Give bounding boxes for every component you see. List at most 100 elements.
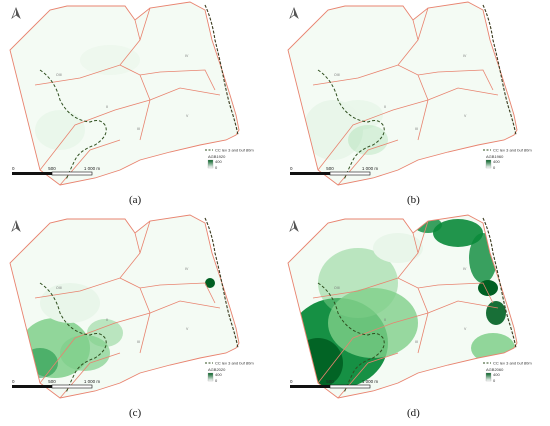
zone-label: III — [415, 127, 418, 131]
legend-max-label: 400 — [215, 159, 222, 164]
zone-label: IV — [463, 54, 467, 58]
legend-layer-label: AGB2060 — [486, 367, 504, 372]
zone-label: OIII — [56, 73, 62, 77]
biomass-patch — [433, 219, 483, 247]
north-arrow-icon — [11, 220, 21, 233]
legend-color-ramp — [485, 372, 492, 382]
zone-label: II — [384, 105, 386, 109]
biomass-patch — [87, 319, 123, 347]
biomass-patch — [40, 283, 100, 323]
zone-boundary — [134, 19, 141, 41]
zone-boundary — [412, 19, 419, 41]
zone-label: II — [384, 318, 386, 322]
biomass-patch — [293, 338, 343, 388]
zone-boundary — [39, 312, 151, 384]
legend-min-label: 0 — [215, 165, 218, 170]
legend-layer-label: AGB1920 — [208, 154, 226, 159]
legend-line-label: CC lev 3 and buf 80m — [215, 361, 254, 366]
cc-buffer-line — [317, 282, 385, 394]
zone-label: III — [137, 127, 140, 131]
biomass-layer — [20, 278, 215, 378]
caption-c: (c) — [129, 407, 142, 419]
zone-boundary — [149, 300, 221, 314]
biomass-patch — [469, 233, 497, 283]
coast-line — [482, 217, 517, 349]
zone-boundary — [134, 232, 141, 254]
scale-bar: 0 500 1 000 m — [12, 379, 101, 389]
zone-label: V — [464, 114, 467, 118]
legend-color-ramp — [207, 159, 214, 169]
outer-boundary — [287, 1, 518, 186]
scale-label: 1 000 m — [362, 379, 379, 384]
scale-label: 500 — [48, 379, 56, 384]
north-arrow-icon — [11, 7, 21, 20]
zone-label: III — [415, 340, 418, 344]
legend-line-label: CC lev 3 and buf 80m — [493, 148, 532, 153]
scale-label: 0 — [12, 379, 15, 384]
north-arrow-icon — [289, 220, 299, 233]
biomass-patch — [318, 248, 398, 318]
scale-label: 1 000 m — [362, 166, 379, 171]
biomass-patch — [22, 348, 58, 378]
zone-boundary — [317, 99, 429, 171]
biomass-patch — [35, 110, 85, 150]
north-arrow-icon — [289, 7, 299, 20]
coast-line — [482, 4, 517, 136]
cc-buffer-line — [39, 69, 107, 181]
zone-label: OIII — [56, 286, 62, 290]
outer-boundary — [287, 214, 518, 399]
scale-label: 1 000 m — [84, 379, 101, 384]
legend-color-ramp — [485, 159, 492, 169]
scale-bar: 0 500 1 000 m — [290, 379, 379, 389]
zone-label: V — [186, 327, 189, 331]
biomass-layer — [288, 217, 515, 388]
scale-label: 500 — [326, 166, 334, 171]
map-panel-a: OIII II III IV V 0 500 1 000 m CC lev 3 and buf … — [0, 0, 272, 190]
zone-label: III — [137, 340, 140, 344]
scale-label: 0 — [12, 166, 15, 171]
legend-line-label: CC lev 3 and buf 80m — [493, 361, 532, 366]
biomass-patch — [478, 280, 498, 296]
biomass-layer — [303, 100, 388, 160]
caption-b: (b) — [407, 194, 420, 206]
map-panel-d: OIII II III IV V 0 500 1 000 m CC lev 3 and buf … — [278, 213, 550, 403]
scale-bar: 0 500 1 000 m — [12, 166, 101, 176]
legend-color-ramp — [207, 372, 214, 382]
legend-max-label: 400 — [493, 372, 500, 377]
scale-label: 0 — [290, 166, 293, 171]
zone-label: II — [106, 318, 108, 322]
zone-label: IV — [185, 54, 189, 58]
scale-label: 500 — [48, 166, 56, 171]
scale-bar: 0 500 1 000 m — [290, 166, 379, 176]
zone-boundary — [412, 232, 419, 254]
zone-label: OIII — [334, 286, 340, 290]
legend-max-label: 400 — [215, 372, 222, 377]
legend-layer-label: AGB1960 — [486, 154, 504, 159]
biomass-patch — [348, 125, 388, 155]
biomass-patch — [205, 278, 215, 288]
scale-label: 500 — [326, 379, 334, 384]
biomass-patch — [486, 301, 506, 325]
legend-min-label: 0 — [215, 378, 218, 383]
legend-max-label: 400 — [493, 159, 500, 164]
cc-buffer-line — [317, 69, 385, 181]
zone-boundary — [39, 99, 151, 171]
caption-a: (a) — [129, 194, 142, 206]
scale-label: 1 000 m — [84, 166, 101, 171]
coast-line — [204, 217, 239, 349]
legend-layer-label: AGB2020 — [208, 367, 226, 372]
scale-label: 0 — [290, 379, 293, 384]
study-area-fill — [10, 2, 239, 185]
legend-line-label: CC lev 3 and buf 80m — [215, 148, 254, 153]
zone-boundary — [427, 300, 499, 314]
zone-label: V — [186, 114, 189, 118]
caption-d: (d) — [407, 407, 420, 419]
biomass-patch — [373, 233, 423, 263]
